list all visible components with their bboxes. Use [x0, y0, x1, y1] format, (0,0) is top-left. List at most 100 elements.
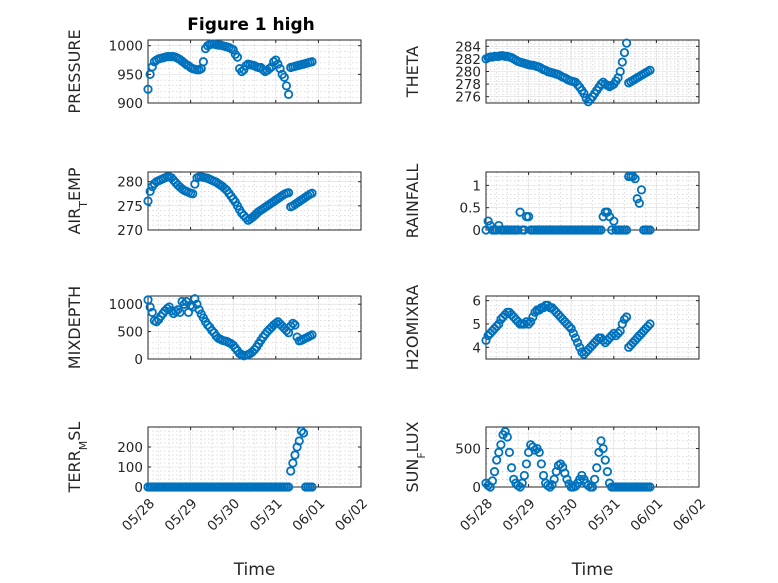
x-tick-label: 05/29 [500, 496, 539, 535]
y-tick-label: 0.5 [460, 201, 481, 217]
data-point [175, 307, 185, 318]
data-point [286, 466, 296, 476]
data-point [609, 216, 619, 226]
data-point [151, 317, 162, 327]
data-point [494, 319, 504, 329]
data-point [171, 306, 181, 316]
x-axis-label: Time [571, 560, 614, 580]
data-point [192, 299, 202, 309]
data-point [613, 328, 623, 338]
y-tick-label: 500 [117, 325, 143, 341]
data-point [528, 312, 538, 322]
y-tick-label: 280 [117, 175, 143, 191]
x-tick-label: 05/30 [204, 496, 243, 535]
y-tick-label: 1000 [109, 297, 143, 313]
axes-box [147, 295, 362, 360]
data-point [147, 307, 157, 318]
data-point [487, 476, 497, 486]
data-point [523, 212, 534, 222]
data-point [617, 319, 627, 329]
data-point [521, 317, 532, 327]
y-tick-label: 282 [455, 52, 481, 68]
data-point [283, 482, 294, 492]
data-point [632, 194, 642, 204]
y-tick-label: 275 [117, 199, 143, 215]
data-point [562, 474, 572, 484]
data-point [506, 463, 517, 473]
data-point [519, 470, 529, 481]
data-point [203, 320, 213, 330]
data-point [283, 89, 294, 100]
y-axis-label: H2OMIXRA [403, 285, 422, 371]
data-point [619, 47, 630, 58]
y-axis-label: RAINFALL [403, 164, 422, 239]
y-tick-label: 276 [455, 90, 481, 106]
subplot-rainfall: 0 0.5 1 RAINFALL [403, 164, 700, 239]
data-point [307, 330, 317, 340]
y-tick-label: 278 [455, 77, 481, 93]
data-point [290, 320, 300, 330]
data-point [307, 188, 317, 198]
data-point [598, 443, 608, 454]
data-point [500, 427, 510, 437]
data-point [513, 225, 523, 235]
data-point [290, 450, 300, 460]
data-point [645, 319, 655, 329]
y-tick-label: 500 [455, 442, 481, 458]
x-tick-label: 06/01 [290, 496, 329, 535]
data-point [592, 463, 602, 473]
x-tick-label: 06/02 [670, 496, 709, 535]
data-point [575, 342, 585, 352]
data-point [307, 57, 317, 67]
data-point [307, 482, 317, 492]
data-point [602, 467, 613, 477]
y-tick-label: 950 [117, 67, 143, 83]
data-point [143, 84, 153, 94]
data-point [568, 328, 578, 338]
data-point [190, 294, 200, 304]
data-point [492, 225, 502, 235]
data-point [547, 480, 557, 490]
data-point [643, 321, 653, 331]
y-tick-label: 5 [472, 317, 481, 333]
axes-box [147, 171, 362, 231]
y-tick-label: 0 [134, 352, 143, 368]
data-point [494, 447, 504, 457]
y-tick-label: 0 [134, 480, 143, 496]
data-point [570, 333, 581, 343]
data-point [145, 186, 155, 196]
data-point [515, 207, 525, 217]
x-tick-label: 05/29 [162, 496, 201, 535]
data-point [188, 189, 198, 199]
data-point [621, 225, 632, 235]
y-tick-label: 4 [472, 340, 481, 356]
data-point [237, 66, 247, 77]
data-point [538, 470, 549, 481]
data-point [496, 440, 506, 450]
data-point [534, 447, 544, 457]
data-point [628, 171, 638, 182]
data-point [630, 174, 640, 184]
data-point [545, 482, 555, 492]
data-point [600, 455, 610, 465]
data-point [579, 88, 589, 99]
data-point [636, 185, 647, 195]
data-point [241, 61, 251, 71]
data-point [504, 447, 515, 457]
y-axis-label: TERRMSL [65, 422, 90, 494]
y-tick-label: 270 [117, 223, 143, 239]
data-point [602, 207, 613, 217]
y-tick-label: 1 [472, 178, 481, 194]
data-point [521, 459, 532, 469]
data-point [566, 324, 576, 334]
x-axis-label: Time [233, 560, 276, 580]
y-tick-label: 6 [472, 294, 481, 310]
data-point [621, 312, 632, 322]
data-point [617, 57, 627, 67]
subplot-air_temp: 270 275 280 AIRTEMP [65, 167, 362, 239]
subplot-h2omixra: 4 5 6 H2OMIXRA [403, 285, 700, 371]
data-point [615, 66, 625, 77]
x-tick-label: 05/31 [585, 496, 624, 535]
